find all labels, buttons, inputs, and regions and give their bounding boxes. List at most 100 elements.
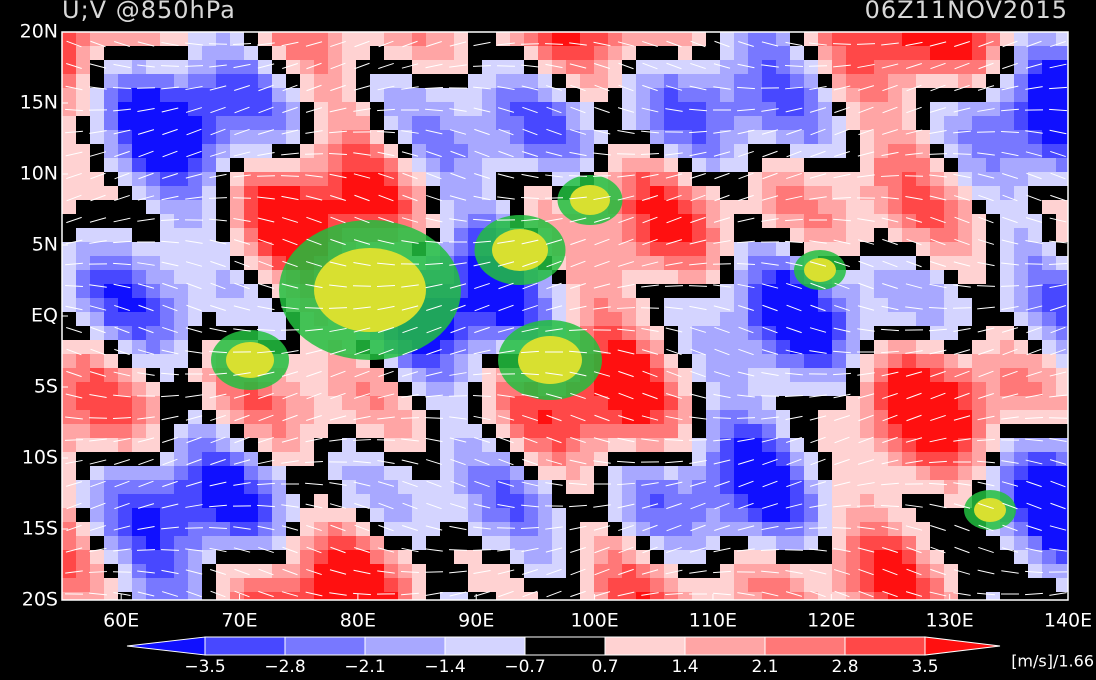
field-cell — [524, 186, 539, 201]
field-cell — [328, 424, 343, 439]
field-cell — [608, 46, 623, 61]
field-cell — [76, 382, 91, 397]
field-cell — [930, 410, 945, 425]
field-cell — [328, 452, 343, 467]
wind-vector — [353, 569, 371, 575]
field-cell — [594, 550, 609, 565]
field-cell — [636, 88, 651, 103]
field-cell — [804, 32, 819, 47]
field-cell — [454, 88, 469, 103]
field-cell — [678, 550, 693, 565]
wind-vector — [810, 282, 826, 290]
field-cell — [1028, 382, 1043, 397]
wind-vector — [594, 568, 610, 576]
wind-vector — [186, 436, 202, 444]
field-cell — [342, 536, 357, 551]
field-cell — [944, 228, 959, 243]
wind-vector — [66, 327, 82, 333]
wind-vector — [786, 437, 802, 443]
field-cell — [426, 522, 441, 537]
wind-vector — [977, 85, 995, 91]
field-cell — [258, 144, 273, 159]
field-cell — [566, 270, 581, 285]
field-cell — [202, 410, 217, 425]
wind-vector — [353, 592, 371, 596]
field-cell — [1042, 578, 1057, 593]
field-cell — [650, 74, 665, 89]
field-cell — [356, 536, 371, 551]
wind-vector — [401, 592, 419, 596]
wind-vector — [66, 194, 82, 202]
field-cell — [874, 354, 889, 369]
cloud-core — [518, 336, 582, 384]
wind-vector — [906, 238, 922, 246]
field-cell — [790, 172, 805, 187]
field-cell — [636, 354, 651, 369]
field-cell — [258, 172, 273, 187]
wind-vector — [761, 195, 779, 201]
field-cell — [62, 144, 77, 159]
wind-vector — [65, 85, 83, 91]
field-cell — [860, 172, 875, 187]
field-cell — [846, 228, 861, 243]
field-cell — [160, 354, 175, 369]
field-cell — [1056, 228, 1069, 243]
field-cell — [216, 242, 231, 257]
field-cell — [776, 438, 791, 453]
field-cell — [636, 242, 651, 257]
wind-vector — [329, 307, 347, 309]
field-cell — [692, 480, 707, 495]
field-cell — [104, 550, 119, 565]
wind-vector — [1025, 570, 1043, 574]
field-cell — [678, 172, 693, 187]
field-cell — [748, 172, 763, 187]
wind-vector — [329, 152, 347, 156]
field-cell — [1042, 382, 1057, 397]
wind-vector — [809, 196, 827, 200]
field-cell — [706, 480, 721, 495]
field-cell — [230, 466, 245, 481]
wind-vector — [138, 150, 154, 158]
field-cell — [1042, 186, 1057, 201]
wind-vector — [137, 372, 155, 376]
colorbar-segment — [204, 636, 286, 656]
field-cell — [1028, 60, 1043, 75]
field-cell — [314, 522, 329, 537]
field-cell — [230, 550, 245, 565]
field-cell — [118, 186, 133, 201]
field-cell — [412, 494, 427, 509]
field-cell — [748, 158, 763, 173]
field-cell — [650, 88, 665, 103]
field-cell — [496, 508, 511, 523]
field-cell — [552, 522, 567, 537]
field-cell — [426, 74, 441, 89]
field-cell — [1056, 494, 1069, 509]
field-cell — [594, 382, 609, 397]
wind-vector — [65, 130, 83, 134]
field-cell — [244, 438, 259, 453]
field-cell — [398, 494, 413, 509]
field-cell — [370, 200, 385, 215]
wind-vector — [282, 546, 298, 554]
field-cell — [622, 172, 637, 187]
wind-vector — [713, 130, 731, 134]
field-cell — [286, 368, 301, 383]
field-cell — [804, 410, 819, 425]
field-cell — [1028, 564, 1043, 579]
field-cell — [300, 354, 315, 369]
field-cell — [776, 200, 791, 215]
field-cell — [678, 578, 693, 593]
field-cell — [846, 144, 861, 159]
field-cell — [594, 242, 609, 257]
field-cell — [552, 466, 567, 481]
field-cell — [888, 32, 903, 47]
wind-vector — [66, 172, 82, 180]
field-cell — [692, 88, 707, 103]
field-cell — [608, 550, 623, 565]
wind-vector — [834, 436, 850, 444]
wind-vector — [425, 283, 443, 289]
wind-vector — [498, 150, 514, 158]
colorbar-label: 3.5 — [911, 657, 938, 677]
field-cell — [174, 480, 189, 495]
field-cell — [608, 438, 623, 453]
